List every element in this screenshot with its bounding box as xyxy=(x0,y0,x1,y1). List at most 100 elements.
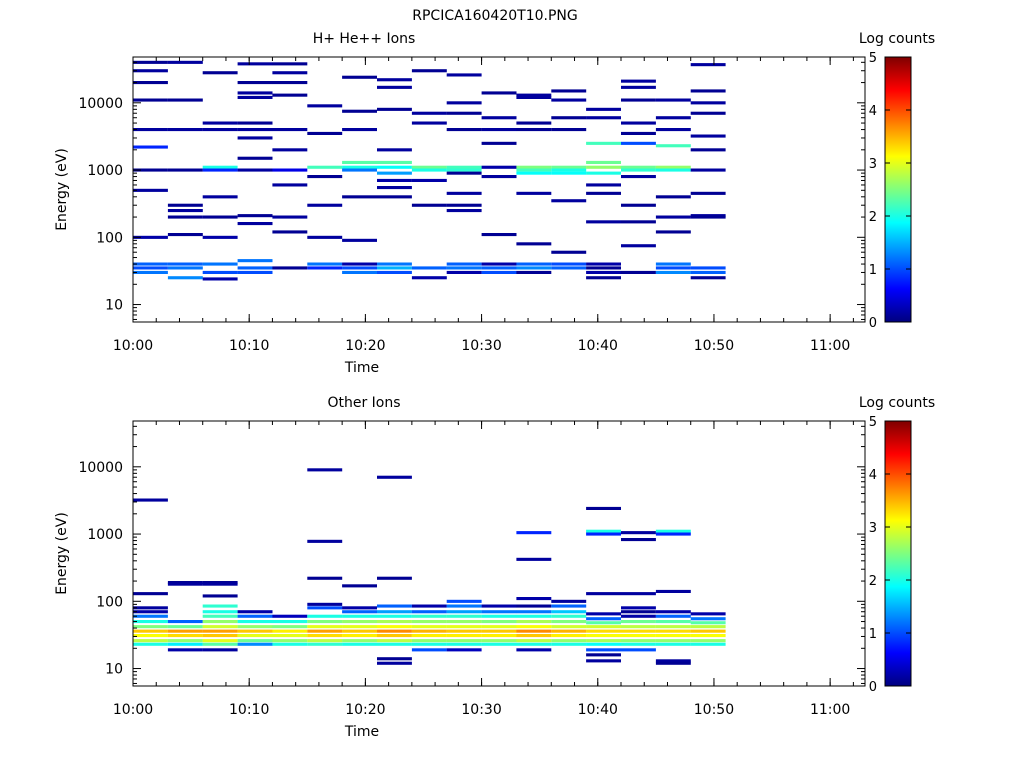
heatmap-cell xyxy=(377,625,412,629)
heatmap-cell xyxy=(342,168,377,172)
heatmap-cell xyxy=(446,101,482,105)
heatmap-cell xyxy=(167,620,203,624)
y-tick-label: 10 xyxy=(105,662,123,678)
heatmap-cell xyxy=(237,610,273,614)
heatmap-cell xyxy=(342,109,377,113)
x-tick-label: 10:50 xyxy=(694,338,734,354)
heatmap-cell xyxy=(307,620,343,624)
heatmap-cell xyxy=(586,220,621,224)
heatmap-cell xyxy=(655,642,691,646)
heatmap-cell xyxy=(377,78,412,82)
heatmap-cell xyxy=(237,128,273,132)
heatmap-cell xyxy=(411,178,447,182)
heatmap-cell xyxy=(586,592,621,596)
heatmap-cell xyxy=(621,614,656,618)
heatmap-cell xyxy=(377,620,412,624)
heatmap-cell xyxy=(586,634,621,638)
heatmap-cell xyxy=(272,93,308,97)
heatmap-cell xyxy=(621,203,656,207)
heatmap-cell xyxy=(621,175,656,179)
heatmap-cell xyxy=(516,610,552,614)
heatmap-cell xyxy=(307,539,343,543)
heatmap-cell xyxy=(655,529,691,533)
heatmap-cell xyxy=(690,629,726,633)
heatmap-cell xyxy=(377,642,412,646)
heatmap-cell xyxy=(516,648,552,652)
heatmap-cell xyxy=(690,270,726,274)
heatmap-cell xyxy=(272,148,308,152)
y-tick-label: 1000 xyxy=(87,527,123,543)
heatmap-cell xyxy=(307,625,343,629)
heatmap-cell xyxy=(551,642,587,646)
chart-panel-1: H+ He++ Ions 10:00 10:10 10:20 10:30 10:40 10:… xyxy=(54,31,935,376)
colorbar-tick-label: 3 xyxy=(869,521,877,536)
x-axis-label: Time xyxy=(344,360,379,376)
heatmap-cell xyxy=(133,235,168,239)
heatmap-cell xyxy=(342,629,377,633)
x-tick-label: 10:00 xyxy=(113,702,153,718)
colorbar-label: Log counts xyxy=(859,31,935,47)
heatmap-cell xyxy=(272,266,308,270)
heatmap-cell xyxy=(237,642,273,646)
heatmap-cell xyxy=(551,614,587,618)
x-tick-label: 10:20 xyxy=(345,338,385,354)
heatmap-cell xyxy=(342,620,377,624)
heatmap-cell xyxy=(655,625,691,629)
heatmap-cell xyxy=(446,266,482,270)
heatmap-cell xyxy=(481,634,517,638)
heatmap-cell xyxy=(481,625,517,629)
heatmap-cell xyxy=(377,661,412,665)
heatmap-cell xyxy=(481,141,517,145)
heatmap-cell xyxy=(621,625,656,629)
heatmap-cell xyxy=(133,128,168,132)
heatmap-cell xyxy=(655,128,691,132)
heatmap-cell xyxy=(272,62,308,66)
colorbar-tick-label: 3 xyxy=(869,157,877,172)
heatmap-cell xyxy=(551,171,587,175)
heatmap-cell xyxy=(516,191,552,195)
heatmap-cell xyxy=(377,178,412,182)
colorbar-gradient xyxy=(884,56,912,323)
heatmap-cell xyxy=(411,639,447,643)
heatmap-cell xyxy=(446,73,482,77)
heatmap-cell xyxy=(481,629,517,633)
heatmap-cell xyxy=(621,165,656,169)
heatmap-cell xyxy=(202,165,238,169)
heatmap-cell xyxy=(237,634,273,638)
heatmap-cell xyxy=(411,266,447,270)
heatmap-cell xyxy=(690,266,726,270)
heatmap-cell xyxy=(342,266,377,270)
y-tick-label: 10000 xyxy=(78,460,123,476)
colorbar-tick-label: 0 xyxy=(869,680,877,695)
heatmap-cell xyxy=(551,634,587,638)
heatmap-cell xyxy=(655,629,691,633)
heatmap-cell xyxy=(690,642,726,646)
heatmap-cell xyxy=(272,230,308,234)
heatmap-cell xyxy=(411,69,447,73)
heatmap-cell xyxy=(342,270,377,274)
heatmap-cell xyxy=(586,642,621,646)
x-tick-label: 10:30 xyxy=(461,338,501,354)
heatmap-cell xyxy=(655,610,691,614)
heatmap-cell xyxy=(167,276,203,280)
heatmap-cell xyxy=(690,89,726,93)
colorbar-label: Log counts xyxy=(859,395,935,411)
heatmap-cell xyxy=(307,235,343,239)
heatmap-cell xyxy=(167,128,203,132)
heatmap-cell xyxy=(446,629,482,633)
heatmap-cell xyxy=(586,625,621,629)
heatmap-cell xyxy=(446,634,482,638)
heatmap-cell xyxy=(621,606,656,610)
heatmap-cell xyxy=(411,168,447,172)
heatmap-cell xyxy=(446,203,482,207)
heatmap-cell xyxy=(621,538,656,542)
heatmap-cell xyxy=(586,171,621,175)
colorbar-tick-label: 0 xyxy=(869,316,877,331)
heatmap-cell xyxy=(307,175,343,179)
plot-frame xyxy=(132,56,866,323)
heatmap-cell xyxy=(690,148,726,152)
heatmap-cell xyxy=(446,262,482,266)
heatmap-cell xyxy=(551,629,587,633)
heatmap-cell xyxy=(202,610,238,614)
heatmap-cell xyxy=(690,625,726,629)
